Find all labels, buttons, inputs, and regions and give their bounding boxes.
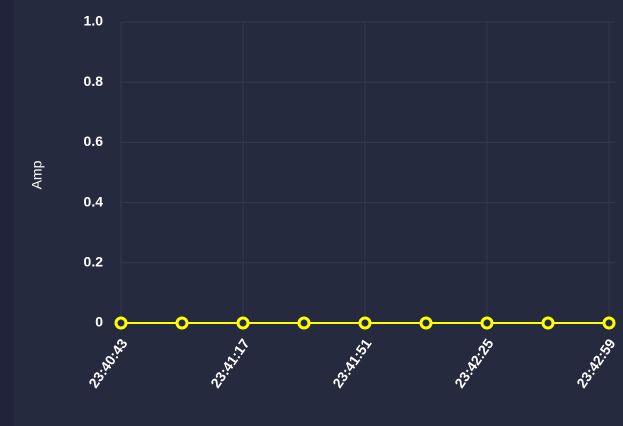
data-point <box>358 316 372 330</box>
y-tick-label: 0.2 <box>84 254 104 270</box>
x-tick-label: 23:41:17 <box>207 335 252 390</box>
y-tick-label: 0 <box>95 314 103 330</box>
x-tick-label: 23:40:43 <box>85 335 130 390</box>
data-point <box>175 316 189 330</box>
data-point <box>297 316 311 330</box>
data-point <box>114 316 128 330</box>
data-point <box>419 316 433 330</box>
data-point <box>480 316 494 330</box>
y-tick-label: 1.0 <box>84 13 104 29</box>
y-tick-label: 0.6 <box>84 133 104 149</box>
x-tick-label: 23:41:51 <box>329 335 374 390</box>
data-point <box>236 316 250 330</box>
x-tick-label: 23:42:25 <box>451 335 496 390</box>
x-tick-label: 23:42:59 <box>573 335 618 390</box>
y-tick-label: 0.4 <box>84 193 104 209</box>
data-point <box>541 316 555 330</box>
y-axis-label: Amp <box>29 160 45 189</box>
side-strip <box>0 0 14 426</box>
y-tick-label: 0.8 <box>84 73 104 89</box>
data-point <box>602 316 616 330</box>
